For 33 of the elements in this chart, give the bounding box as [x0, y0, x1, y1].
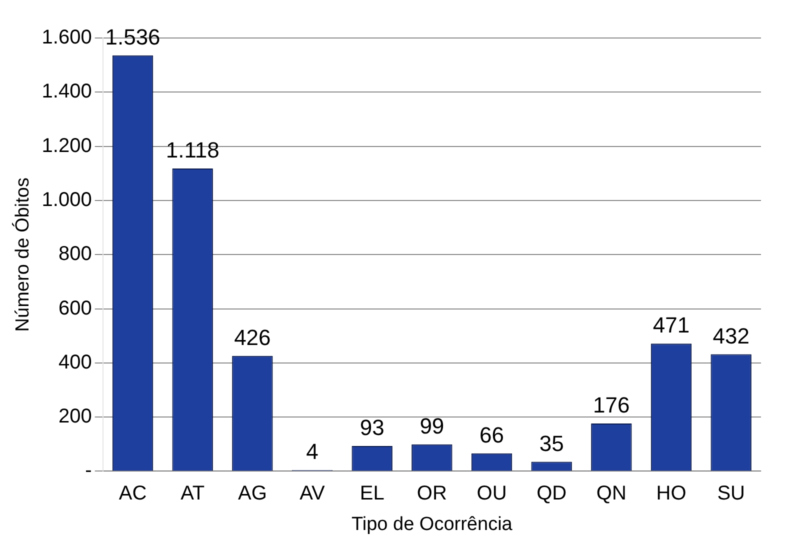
- x-tick-label: AV: [300, 482, 326, 505]
- x-tick-label: QN: [596, 482, 626, 505]
- data-label: 4: [306, 439, 318, 464]
- y-tick-label: 600: [58, 297, 92, 320]
- x-axis-title: Tipo de Ocorrência: [351, 514, 513, 535]
- y-tick-label: 1.400: [42, 80, 92, 103]
- x-tick-label: OR: [416, 482, 447, 505]
- data-label: 432: [712, 323, 750, 348]
- data-label: 1.536: [105, 24, 160, 50]
- x-tick-label: AG: [238, 482, 267, 505]
- x-tick-label: SU: [717, 482, 745, 505]
- x-tick-label: OU: [476, 482, 507, 505]
- data-label: 426: [234, 324, 271, 350]
- data-label: 35: [539, 430, 564, 456]
- y-tick-label: -: [85, 460, 92, 482]
- x-tick-label: AC: [118, 482, 147, 505]
- y-axis-title: Número de Óbitos: [12, 178, 34, 332]
- x-tick-label: EL: [360, 482, 384, 505]
- data-label: 471: [652, 312, 690, 338]
- y-tick-label: 200: [58, 406, 92, 428]
- data-label: 176: [593, 392, 630, 418]
- y-tick-label: 800: [58, 243, 92, 266]
- x-tick-label: QD: [536, 482, 567, 505]
- data-label: 66: [480, 422, 504, 448]
- data-label: 93: [360, 415, 384, 440]
- data-label: 99: [420, 413, 444, 438]
- data-label: 1.118: [166, 138, 220, 163]
- y-tick-label: 1.200: [42, 134, 92, 157]
- x-tick-label: HO: [656, 482, 686, 505]
- y-tick-label: 1.000: [42, 188, 92, 211]
- y-tick-label: 400: [58, 351, 92, 374]
- y-tick-label: 1.600: [42, 26, 92, 49]
- x-tick-label: AT: [180, 482, 205, 505]
